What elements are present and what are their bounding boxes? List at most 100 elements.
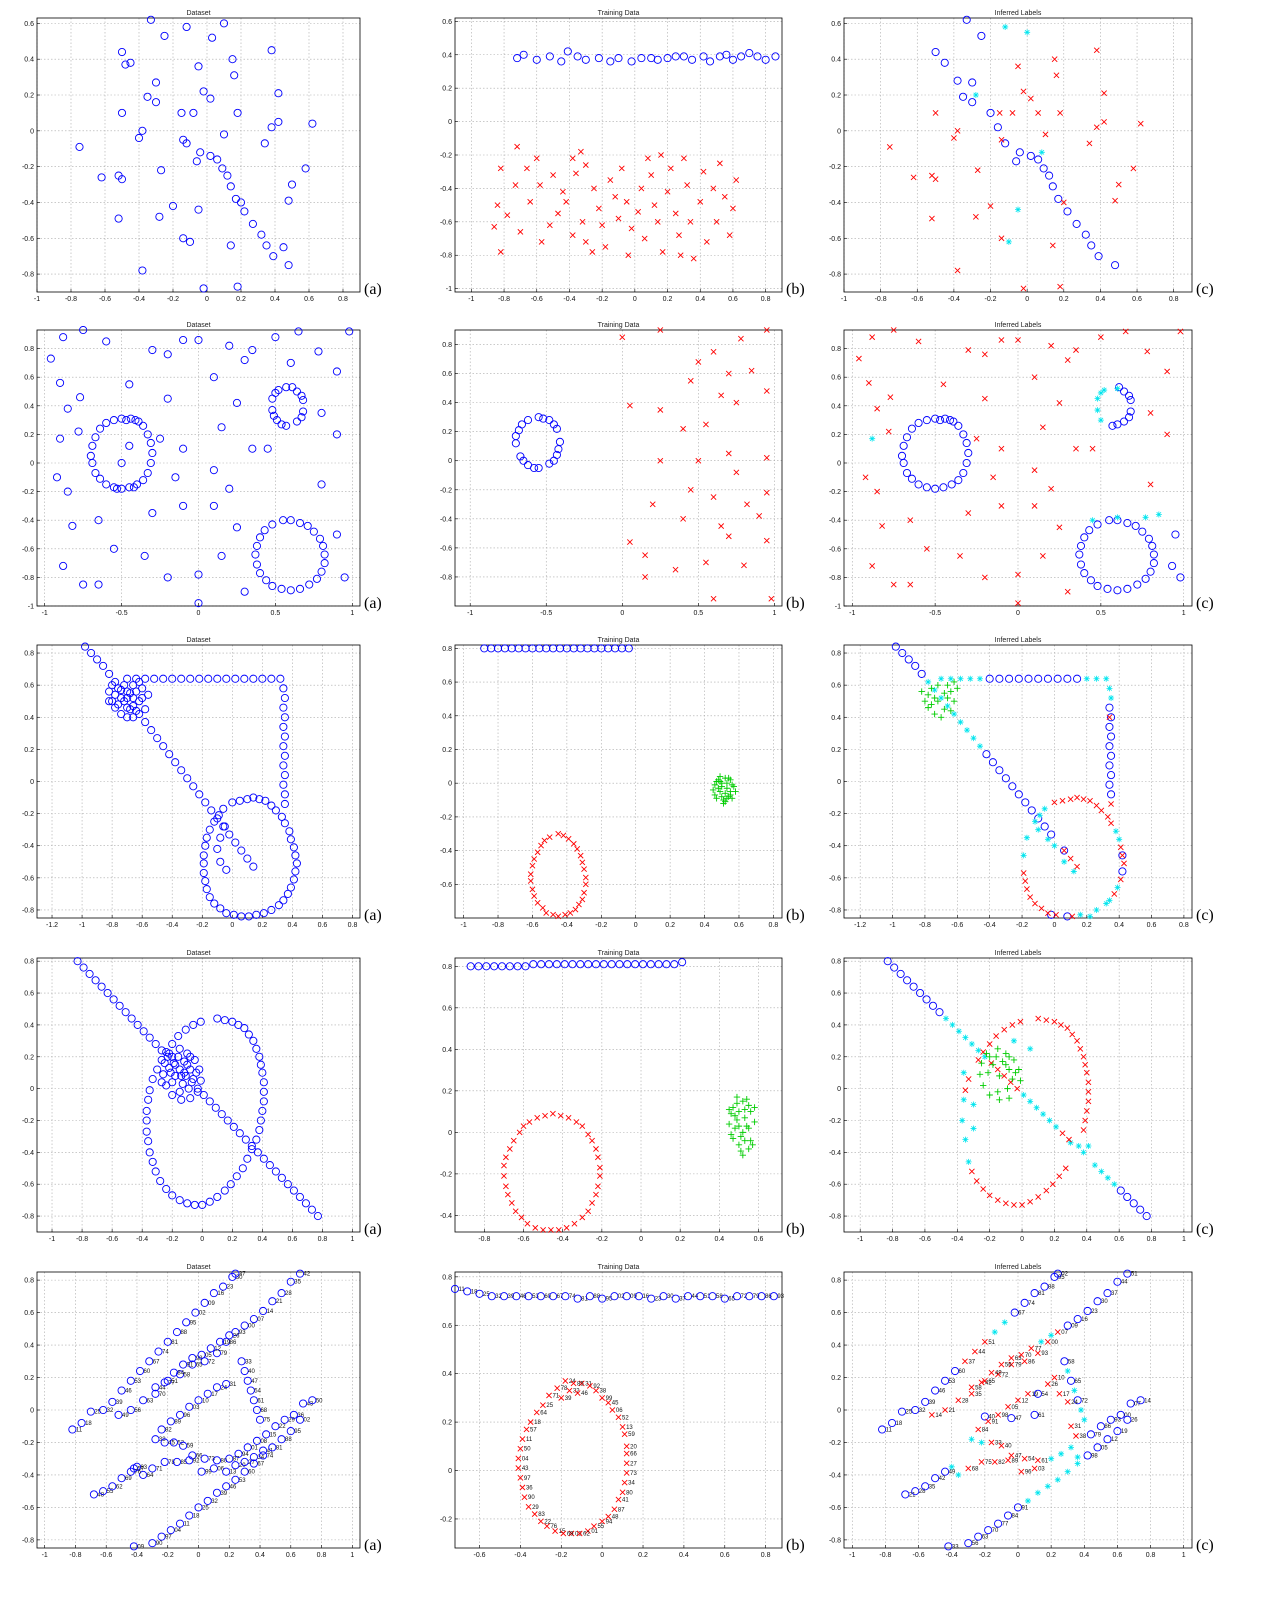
y-tick-label: -0.4	[440, 1213, 452, 1220]
data-point	[1104, 813, 1111, 820]
data-point	[609, 1407, 616, 1413]
data-point	[109, 416, 118, 425]
y-tick-label: 0	[30, 1086, 34, 1093]
plot-title: Dataset	[186, 1264, 210, 1271]
data-point	[550, 172, 557, 178]
data-point	[563, 1224, 570, 1231]
data-point	[672, 566, 679, 573]
data-point	[954, 476, 963, 485]
data-point	[728, 55, 738, 64]
data-point	[567, 910, 574, 916]
data-point	[1106, 685, 1113, 692]
data-point	[291, 851, 300, 860]
point-index-label: 07	[257, 1317, 264, 1323]
point-index-label: 86	[1028, 1359, 1035, 1365]
x-tick-label: 0	[200, 1236, 204, 1243]
data-point	[743, 1095, 750, 1103]
data-point	[305, 580, 314, 589]
data-point	[725, 370, 732, 377]
y-tick-label: 0.6	[442, 371, 452, 378]
x-tick-label: 0.2	[224, 1552, 234, 1559]
data-point	[1057, 283, 1064, 290]
y-tick-label: 0.4	[24, 1343, 34, 1350]
data-point	[123, 703, 132, 712]
axes-frame	[843, 644, 1193, 919]
x-tick-label: 0.8	[1179, 922, 1189, 929]
x-tick-label: -1	[467, 610, 473, 617]
point-index-label: 31	[1075, 1424, 1082, 1430]
data-point	[123, 687, 132, 696]
data-point	[234, 1449, 243, 1458]
x-tick-label: -0.8	[887, 1236, 899, 1243]
data-point	[612, 193, 619, 200]
data-point	[56, 434, 65, 443]
data-point	[252, 541, 261, 550]
point-index-label: 25	[906, 1410, 913, 1416]
y-tick-label: 0.2	[24, 747, 34, 754]
x-tick-label: 0.6	[288, 1236, 298, 1243]
data-point	[986, 1053, 993, 1060]
data-point	[157, 1425, 166, 1434]
data-point	[203, 1496, 212, 1505]
point-index-label: 87	[233, 1457, 240, 1463]
x-tick-label: 0.4	[1082, 1236, 1092, 1243]
data-point	[890, 963, 899, 972]
data-point	[970, 1101, 977, 1108]
data-point	[986, 1192, 993, 1199]
data-point	[595, 1154, 601, 1161]
subplot-label: (b)	[786, 595, 805, 612]
data-point	[177, 1095, 186, 1104]
data-point	[259, 1451, 268, 1460]
data-point	[1047, 910, 1056, 919]
data-point	[231, 1328, 240, 1337]
data-point	[1123, 1415, 1132, 1424]
point-index-label: 44	[1121, 1280, 1128, 1286]
data-point	[171, 1071, 180, 1080]
point-index-label: 80	[220, 1458, 227, 1464]
data-point	[988, 1369, 995, 1376]
data-point	[315, 534, 325, 543]
data-point	[985, 674, 994, 683]
data-point	[1042, 131, 1049, 138]
data-point	[196, 1017, 205, 1026]
data-point	[922, 995, 931, 1004]
data-point	[238, 1164, 247, 1173]
data-point	[186, 1094, 195, 1103]
point-index-label: 21	[949, 1408, 956, 1414]
data-point	[249, 1036, 258, 1045]
data-point	[635, 208, 642, 215]
data-point	[179, 234, 188, 243]
data-point	[223, 1116, 232, 1125]
data-point	[626, 402, 633, 409]
y-tick-label: -0.6	[440, 545, 452, 552]
data-point	[1120, 387, 1129, 396]
data-point	[1073, 1396, 1082, 1405]
data-point	[747, 1108, 754, 1115]
data-point	[1051, 56, 1058, 63]
data-point	[231, 194, 240, 203]
data-point	[216, 833, 225, 842]
data-point	[745, 1145, 752, 1153]
data-point	[723, 779, 731, 787]
data-point	[730, 205, 736, 212]
data-point	[1007, 1414, 1016, 1423]
data-point	[1001, 774, 1010, 783]
data-point	[947, 675, 954, 682]
data-point	[713, 218, 720, 225]
data-point	[194, 599, 203, 608]
data-point	[949, 1021, 956, 1028]
data-point	[1068, 1423, 1074, 1430]
data-point	[210, 899, 219, 908]
data-point	[155, 212, 164, 221]
data-point	[541, 837, 548, 844]
data-point	[463, 1287, 472, 1296]
data-point	[240, 587, 249, 596]
data-point	[129, 713, 138, 722]
data-point	[112, 484, 122, 493]
data-point	[138, 126, 147, 135]
point-index-label: 05	[1012, 1405, 1019, 1411]
data-point	[1002, 1061, 1010, 1068]
data-point	[515, 1465, 522, 1472]
data-point	[589, 248, 596, 255]
data-point	[260, 139, 269, 148]
